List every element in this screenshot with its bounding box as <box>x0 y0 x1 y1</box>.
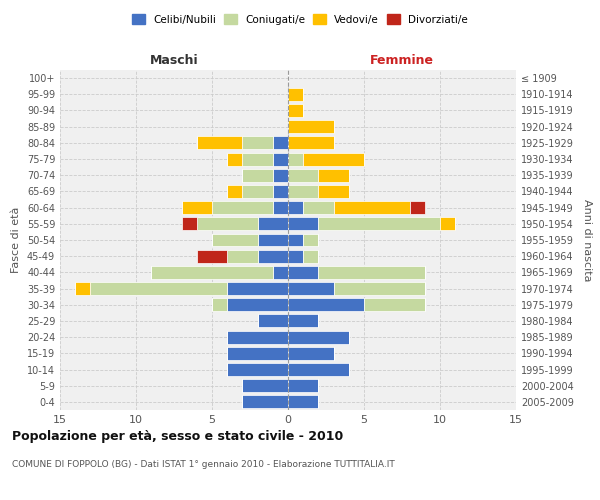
Bar <box>288 347 334 360</box>
Bar <box>303 201 334 214</box>
Bar <box>227 347 288 360</box>
Bar <box>288 201 303 214</box>
Bar <box>288 379 319 392</box>
Bar <box>303 234 319 246</box>
Bar <box>288 396 319 408</box>
Bar <box>182 201 212 214</box>
Bar <box>288 363 349 376</box>
Bar <box>257 250 288 262</box>
Bar <box>242 379 288 392</box>
Y-axis label: Anni di nascita: Anni di nascita <box>582 198 592 281</box>
Bar <box>319 185 349 198</box>
Bar <box>182 218 197 230</box>
Bar <box>288 330 349 344</box>
Bar <box>257 234 288 246</box>
Bar <box>151 266 273 279</box>
Text: COMUNE DI FOPPOLO (BG) - Dati ISTAT 1° gennaio 2010 - Elaborazione TUTTITALIA.IT: COMUNE DI FOPPOLO (BG) - Dati ISTAT 1° g… <box>12 460 395 469</box>
Bar <box>75 282 91 295</box>
Bar <box>288 282 334 295</box>
Bar <box>227 282 288 295</box>
Bar <box>91 282 227 295</box>
Bar <box>288 104 303 117</box>
Bar <box>242 396 288 408</box>
Bar <box>212 298 227 311</box>
Bar <box>227 363 288 376</box>
Bar <box>303 250 319 262</box>
Bar <box>288 266 319 279</box>
Bar <box>197 218 257 230</box>
Bar <box>227 250 257 262</box>
Legend: Celibi/Nubili, Coniugati/e, Vedovi/e, Divorziati/e: Celibi/Nubili, Coniugati/e, Vedovi/e, Di… <box>128 10 472 29</box>
Bar <box>288 88 303 101</box>
Bar <box>212 201 273 214</box>
Bar <box>197 250 227 262</box>
Bar <box>288 136 334 149</box>
Bar <box>288 185 319 198</box>
Text: Popolazione per età, sesso e stato civile - 2010: Popolazione per età, sesso e stato civil… <box>12 430 343 443</box>
Y-axis label: Fasce di età: Fasce di età <box>11 207 21 273</box>
Bar <box>410 201 425 214</box>
Bar <box>242 185 273 198</box>
Bar <box>273 152 288 166</box>
Bar <box>227 330 288 344</box>
Bar <box>288 218 319 230</box>
Bar <box>212 234 257 246</box>
Bar <box>288 314 319 328</box>
Bar <box>227 152 242 166</box>
Bar <box>288 152 303 166</box>
Bar <box>242 169 273 181</box>
Bar <box>288 120 334 133</box>
Bar <box>288 234 303 246</box>
Bar <box>319 266 425 279</box>
Bar <box>257 314 288 328</box>
Bar <box>319 169 349 181</box>
Bar <box>288 169 319 181</box>
Bar <box>242 136 273 149</box>
Bar <box>319 218 440 230</box>
Bar <box>197 136 242 149</box>
Bar <box>273 185 288 198</box>
Bar <box>364 298 425 311</box>
Bar <box>334 282 425 295</box>
Bar <box>334 201 410 214</box>
Text: Maschi: Maschi <box>149 54 199 67</box>
Bar <box>227 185 242 198</box>
Bar <box>288 298 364 311</box>
Bar <box>273 201 288 214</box>
Bar <box>273 169 288 181</box>
Text: Femmine: Femmine <box>370 54 434 67</box>
Bar <box>257 218 288 230</box>
Bar <box>288 250 303 262</box>
Bar <box>440 218 455 230</box>
Bar <box>242 152 273 166</box>
Bar <box>273 266 288 279</box>
Bar <box>273 136 288 149</box>
Bar <box>227 298 288 311</box>
Bar <box>303 152 364 166</box>
